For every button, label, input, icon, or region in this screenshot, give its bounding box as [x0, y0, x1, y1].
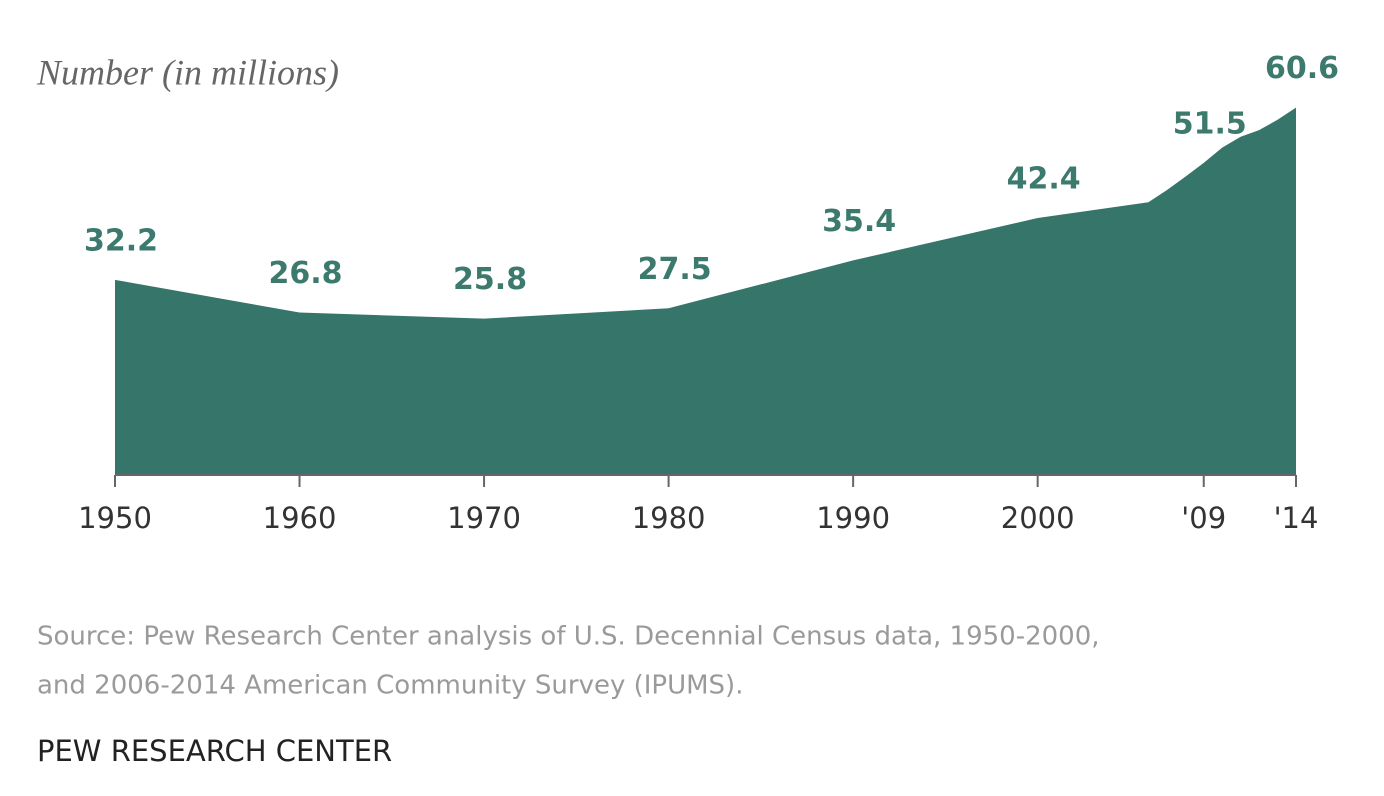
credit: PEW RESEARCH CENTER [37, 734, 392, 768]
value-label: 32.2 [84, 223, 158, 258]
chart-subtitle: Number (in millions) [36, 52, 339, 92]
value-label: 42.4 [1007, 161, 1081, 196]
x-tick-label: 1970 [447, 501, 521, 535]
x-tick-label: '09 [1181, 501, 1226, 535]
value-label: 51.5 [1173, 106, 1247, 141]
area [115, 107, 1296, 475]
x-tick-label: '14 [1274, 501, 1319, 535]
source-note: Source: Pew Research Center analysis of … [37, 622, 1100, 652]
value-label: 35.4 [822, 204, 896, 239]
value-label: 27.5 [638, 252, 712, 287]
x-tick-label: 2000 [1001, 501, 1075, 535]
source-note: and 2006-2014 American Community Survey … [37, 671, 743, 701]
value-label: 25.8 [453, 262, 527, 297]
x-tick-label: 1980 [632, 501, 706, 535]
x-tick-label: 1960 [263, 501, 337, 535]
x-tick-label: 1990 [816, 501, 890, 535]
value-label: 60.6 [1265, 51, 1339, 86]
x-tick-label: 1950 [78, 501, 152, 535]
value-label: 26.8 [269, 256, 343, 291]
